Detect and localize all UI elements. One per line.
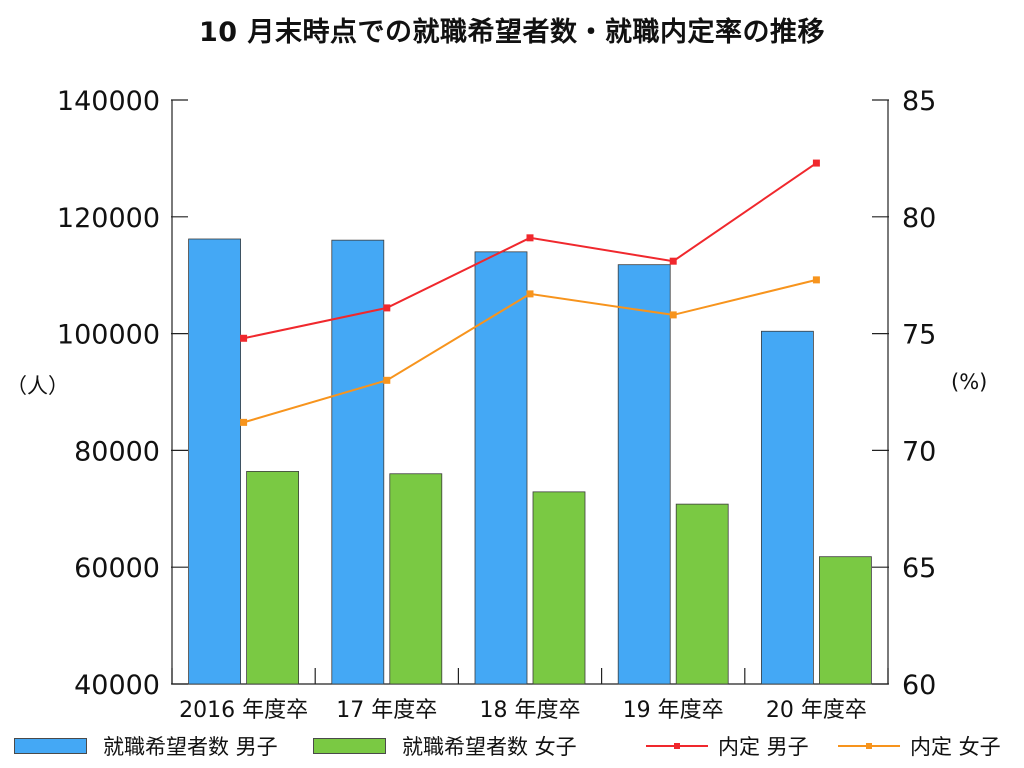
- right-tick-label: 80: [902, 203, 936, 234]
- right-axis-unit: (%): [951, 370, 988, 394]
- line-point: [526, 234, 534, 242]
- line-point: [240, 418, 248, 426]
- lines-layer: [240, 159, 820, 426]
- line-point: [669, 311, 677, 319]
- bar: [188, 238, 242, 685]
- right-tick-label: 75: [902, 320, 936, 351]
- line-point: [812, 159, 820, 167]
- legend-item-male-rate: 内定 男子: [646, 731, 809, 761]
- x-tick-label: 2016 年度卒: [179, 698, 308, 723]
- bar: [761, 330, 814, 685]
- line-point: [812, 276, 820, 284]
- bar: [819, 556, 872, 685]
- legend-label: 就職希望者数 女子: [402, 735, 577, 759]
- axis-labels: 40000 60000 80000 100000 120000 140000 60 65 70 7…: [57, 86, 936, 723]
- right-tick-label: 65: [902, 553, 936, 584]
- line-point: [669, 257, 677, 265]
- legend-item-female-rate: 内定 女子: [838, 731, 1001, 761]
- right-tick-label: 60: [902, 670, 936, 701]
- line-point: [383, 304, 391, 312]
- legend-label: 内定 男子: [718, 735, 809, 759]
- x-tick-label: 19 年度卒: [623, 698, 724, 723]
- series-line: [243, 162, 817, 340]
- left-tick-label: 60000: [74, 553, 160, 584]
- legend-swatch-blue: [14, 738, 87, 754]
- legend-item-female-applicants: 就職希望者数 女子: [313, 731, 577, 761]
- right-tick-label: 85: [902, 86, 936, 117]
- x-tick-label: 17 年度卒: [336, 698, 437, 723]
- left-axis-unit: （人）: [6, 374, 69, 398]
- line-point: [526, 290, 534, 298]
- left-tick-label: 40000: [74, 670, 160, 701]
- legend-line-orange: [838, 738, 900, 754]
- left-tick-label: 80000: [74, 436, 160, 467]
- legend-swatch-green: [313, 738, 386, 754]
- x-tick-label: 20 年度卒: [766, 698, 867, 723]
- bar: [617, 264, 671, 685]
- bar: [246, 471, 300, 685]
- legend-label: 内定 女子: [910, 735, 1001, 759]
- left-tick-label: 120000: [57, 203, 160, 234]
- left-tick-label: 100000: [57, 320, 160, 351]
- chart-title: 10 月末時点での就職希望者数・就職内定率の推移: [199, 17, 825, 48]
- bar: [532, 491, 586, 685]
- legend-label: 就職希望者数 男子: [103, 735, 278, 759]
- line-point: [383, 376, 391, 384]
- bar: [331, 239, 385, 685]
- line-point: [240, 334, 248, 342]
- bar: [474, 251, 528, 685]
- bar: [675, 503, 729, 685]
- bars-layer: [188, 238, 872, 685]
- right-tick-label: 70: [902, 436, 936, 467]
- left-tick-label: 140000: [57, 86, 160, 117]
- x-tick-label: 18 年度卒: [480, 698, 581, 723]
- legend-item-male-applicants: 就職希望者数 男子: [14, 731, 278, 761]
- series-line: [243, 278, 817, 424]
- bar: [389, 473, 443, 685]
- legend-line-red: [646, 738, 708, 754]
